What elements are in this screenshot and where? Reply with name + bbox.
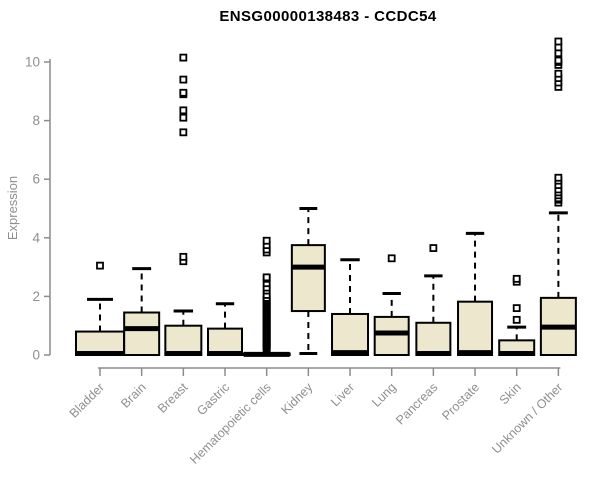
box-kidney [290, 207, 326, 356]
outlier-point [179, 113, 188, 122]
outlier-point [387, 254, 396, 263]
outlier-point [512, 304, 521, 313]
boxplot-series [75, 37, 577, 357]
iqr-box [331, 312, 370, 357]
chart-title: ENSG00000138483 - CCDC54 [219, 8, 436, 25]
x-tick-label: Brain [118, 380, 149, 411]
y-tick-label: 4 [32, 230, 40, 245]
iqr-box [457, 300, 494, 357]
y-tick-label: 0 [32, 348, 40, 363]
x-tick-label: Skin [497, 380, 524, 407]
outlier-point [96, 261, 104, 270]
outlier-point [554, 37, 563, 46]
box-prostate [457, 231, 494, 357]
x-tick-label: Unknown / Other [489, 380, 565, 456]
box-pancreas [415, 244, 452, 357]
x-tick-label: Pancreas [393, 380, 440, 427]
outlier-point [512, 274, 521, 283]
box-lung [373, 254, 410, 357]
outlier-point [554, 69, 563, 78]
box-bladder [75, 261, 125, 357]
x-tick-label: Kidney [279, 380, 316, 417]
outlier-point [179, 75, 188, 84]
box-breast [164, 53, 203, 357]
outlier-point [179, 106, 188, 115]
y-axis-label: Expression [5, 176, 20, 240]
x-tick-label: Gastric [194, 380, 232, 418]
outlier-point [512, 315, 521, 324]
iqr-box [373, 315, 410, 357]
box-gastric [207, 302, 244, 357]
outlier-point [179, 53, 188, 62]
iqr-box [164, 324, 203, 357]
outlier-point [262, 273, 271, 282]
outlier-point [554, 56, 563, 65]
x-tick-label: Lung [369, 380, 399, 410]
y-tick-label: 10 [25, 55, 40, 70]
iqr-box [290, 244, 326, 313]
y-tick-label: 8 [32, 113, 40, 128]
y-tick-label: 2 [32, 289, 40, 304]
x-tick-label: Bladder [67, 380, 107, 420]
box-unknown-other [539, 37, 577, 356]
x-tick-label: Liver [328, 380, 357, 409]
x-tick-label: Breast [155, 380, 191, 416]
outlier-point [554, 173, 563, 182]
box-skin [498, 274, 536, 357]
x-tick-label: Hematopoietic cells [187, 380, 274, 467]
x-tick-label: Prostate [439, 380, 482, 423]
box-brain [123, 267, 161, 357]
iqr-box [207, 327, 244, 357]
iqr-box [415, 321, 452, 356]
outlier-point [179, 252, 188, 261]
iqr-box [123, 311, 161, 357]
outlier-point [179, 128, 188, 137]
outlier-point [262, 236, 271, 245]
outlier-point [429, 244, 438, 252]
outlier-point [179, 88, 188, 97]
box-liver [331, 258, 370, 357]
y-tick-label: 6 [32, 172, 40, 187]
box-hematopoietic-cells [242, 236, 291, 357]
